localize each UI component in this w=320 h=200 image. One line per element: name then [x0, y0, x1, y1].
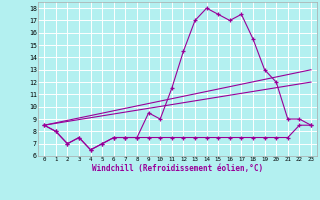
X-axis label: Windchill (Refroidissement éolien,°C): Windchill (Refroidissement éolien,°C)	[92, 164, 263, 173]
